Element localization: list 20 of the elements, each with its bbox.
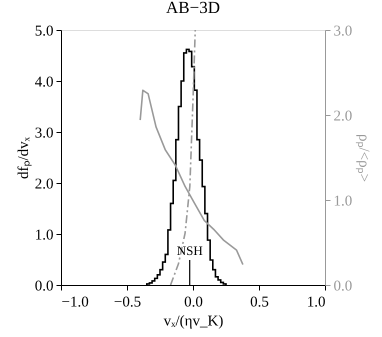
y2-tick-label: 3.0 bbox=[334, 24, 352, 40]
chart-title: AB−3D bbox=[166, 0, 220, 17]
x-axis-title: vₓ/(ηv_K) bbox=[164, 314, 224, 330]
x-tick-label: 0.0 bbox=[184, 294, 203, 310]
y-tick-label: 3.0 bbox=[34, 126, 54, 142]
y-tick-label: 4.0 bbox=[34, 74, 54, 90]
y2-axis-title: ρₚ/<ρₚ> bbox=[355, 134, 372, 182]
y-tick-label: 2.0 bbox=[34, 176, 54, 192]
y-axis-title: dfₚ/dvₓ bbox=[16, 136, 32, 180]
y2-tick-label: 0.0 bbox=[334, 278, 352, 294]
y-tick-label: 5.0 bbox=[34, 24, 54, 40]
y2-tick-label: 2.0 bbox=[334, 108, 352, 124]
ref-line-label: NSH bbox=[176, 243, 203, 258]
x-tick-label: −1.0 bbox=[62, 294, 89, 310]
x-tick-label: 1.0 bbox=[306, 294, 326, 310]
y-tick-label: 0.0 bbox=[34, 278, 54, 294]
y2-tick-label: 1.0 bbox=[334, 194, 352, 210]
x-tick-label: −0.5 bbox=[114, 294, 142, 310]
x-tick-label: 0.5 bbox=[250, 294, 269, 310]
y-tick-label: 1.0 bbox=[34, 228, 54, 244]
